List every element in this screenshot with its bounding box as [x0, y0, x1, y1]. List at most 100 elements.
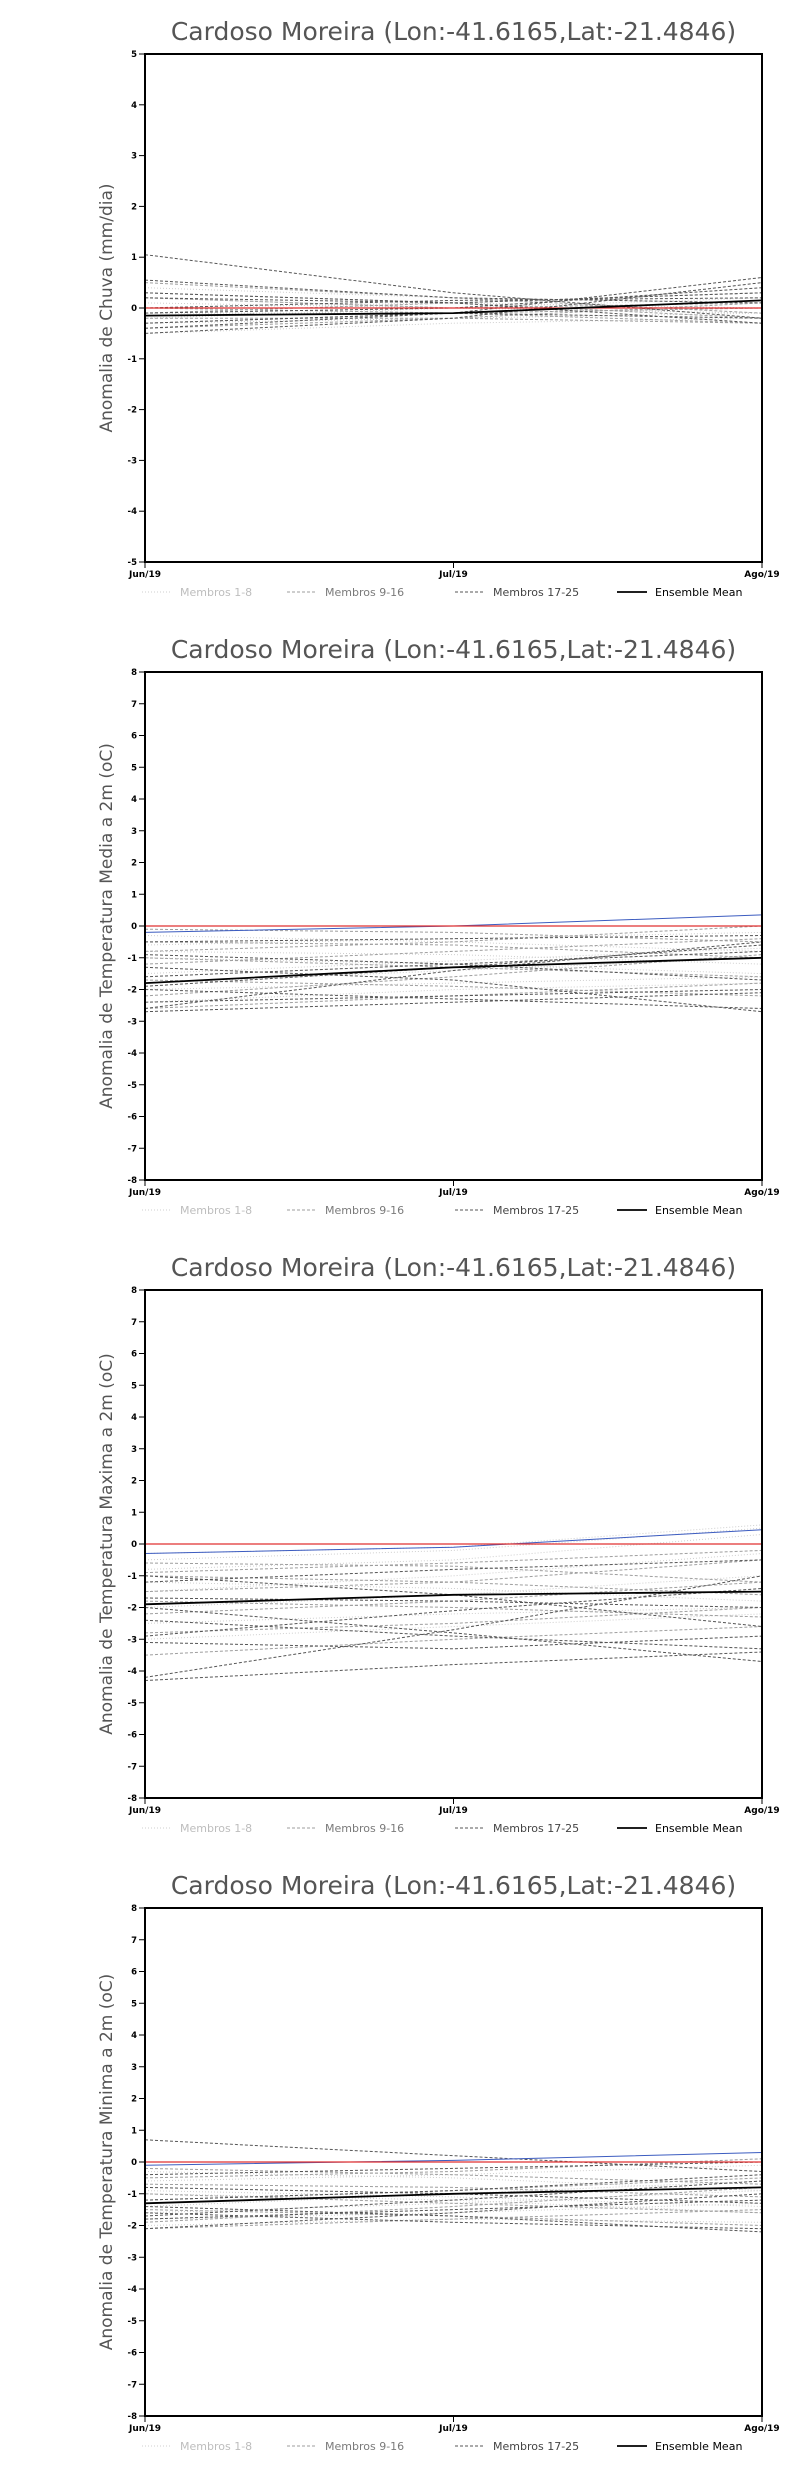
c3-member-line	[144, 2161, 763, 2176]
c3-y-tick-label: 2	[131, 2095, 137, 2105]
c1-member-line	[144, 982, 763, 1003]
c3-y-tick-label: -7	[128, 2380, 138, 2390]
c3-legend-label-2: Membros 9-16	[325, 2440, 404, 2453]
c3-member-line	[144, 2180, 763, 2217]
c0-member-line	[144, 292, 763, 304]
c2-y-tick-label: 3	[131, 1445, 137, 1455]
c2-member-line	[144, 1635, 763, 1650]
c3-x-tick-label: Ago/19	[744, 2424, 779, 2434]
c1-member-line	[144, 957, 763, 978]
c0-member-line	[145, 317, 763, 324]
c3-ensemble-mean-line	[144, 2186, 763, 2205]
c2-y-tick-label: 0	[131, 1540, 137, 1550]
c0-legend-label-1: Membros 1-8	[180, 586, 252, 599]
c0-ensemble-mean-line	[144, 299, 763, 317]
c1-member-line	[144, 935, 763, 943]
c1-y-tick-label: -8	[128, 1176, 138, 1186]
c0-y-tick-label: 4	[131, 101, 137, 111]
chart-panel-temp-minima: Cardoso Moreira (Lon:-41.6165,Lat:-21.48…	[0, 1854, 800, 2472]
c2-member-line	[144, 1527, 763, 1561]
c0-y-axis-label: Anomalia de Chuva (mm/dia)	[97, 183, 117, 432]
c0-member-line	[144, 297, 763, 309]
c2-y-tick-label: -2	[128, 1604, 138, 1614]
c3-legend-label-3: Membros 17-25	[493, 2440, 579, 2453]
c0-x-tick-label: Jul/19	[438, 570, 468, 580]
c2-y-axis-label: Anomalia de Temperatura Maxima a 2m (oC)	[97, 1353, 117, 1735]
c1-y-axis-label: Anomalia de Temperatura Media a 2m (oC)	[97, 743, 117, 1109]
c0-chart-title: Cardoso Moreira (Lon:-41.6165,Lat:-21.48…	[171, 17, 736, 46]
c1-member-line	[144, 992, 763, 1013]
c3-x-tick-label: Jun/19	[128, 2424, 161, 2434]
c2-x-tick-label: Ago/19	[744, 1806, 779, 1816]
c1-y-tick-label: -6	[128, 1113, 138, 1123]
c1-y-tick-label: 8	[131, 668, 137, 678]
chart-panel-temp-maxima: Cardoso Moreira (Lon:-41.6165,Lat:-21.48…	[0, 1236, 800, 1854]
c1-member-line	[144, 928, 763, 943]
c1-legend-label-4: Ensemble Mean	[655, 1204, 742, 1217]
c3-chart-title: Cardoso Moreira (Lon:-41.6165,Lat:-21.48…	[171, 1871, 736, 1900]
c3-member-line	[144, 2180, 763, 2207]
c1-member-line	[144, 966, 763, 1013]
c2-member-line	[144, 1607, 763, 1662]
c0-y-tick-label: -1	[128, 355, 138, 365]
c2-member-line	[144, 1575, 763, 1627]
c2-member-line	[144, 1562, 763, 1583]
c3-member-line	[144, 2139, 763, 2172]
c1-member-line	[144, 950, 763, 978]
c1-x-tick-label: Jul/19	[438, 1188, 468, 1198]
c0-member-line	[144, 312, 763, 324]
c3-member-line	[144, 2209, 763, 2230]
c1-y-tick-label: -2	[128, 986, 138, 996]
c2-member-line	[144, 1588, 763, 1637]
c1-member-line	[144, 941, 763, 959]
c1-member-line	[144, 938, 763, 965]
c1-y-tick-label: 1	[131, 890, 137, 900]
c1-y-tick-label: 5	[131, 763, 137, 773]
c2-member-line	[144, 1607, 763, 1624]
c2-plot-frame	[144, 1289, 763, 1799]
c1-member-line	[144, 976, 763, 990]
c3-x-tick-label: Jul/19	[438, 2424, 468, 2434]
c1-member-line	[144, 979, 763, 997]
c3-member-line	[144, 2193, 763, 2214]
c2-y-tick-label: 8	[131, 1286, 137, 1296]
c0-member-line	[145, 307, 763, 314]
c0-member-line	[144, 317, 763, 334]
c0-member-line	[144, 277, 763, 324]
c2-member-line	[144, 1534, 763, 1570]
c0-member-line	[144, 282, 763, 334]
c0-x-tick-label: Ago/19	[744, 570, 779, 580]
c0-y-tick-label: -4	[128, 507, 138, 517]
c2-member-line	[144, 1549, 763, 1574]
c3-member-line	[144, 2209, 763, 2226]
c1-member-line	[144, 989, 763, 1009]
c3-y-tick-label: 6	[131, 1968, 137, 1978]
chart-panel-chuva: Cardoso Moreira (Lon:-41.6165,Lat:-21.48…	[0, 0, 800, 618]
c1-y-tick-label: 3	[131, 827, 137, 837]
c1-legend-label-3: Membros 17-25	[493, 1204, 579, 1217]
c0-y-tick-label: 2	[131, 202, 137, 212]
c3-member-line	[144, 2171, 763, 2192]
c0-member-line	[144, 302, 763, 309]
c1-legend-label-1: Membros 1-8	[180, 1204, 252, 1217]
c3-member-line	[144, 2186, 763, 2204]
c1-x-tick-label: Jun/19	[128, 1188, 161, 1198]
c0-member-line	[144, 292, 763, 314]
c1-y-tick-label: -3	[128, 1017, 138, 1027]
c3-y-tick-label: -6	[128, 2349, 138, 2359]
chart-temp-maxima: Cardoso Moreira (Lon:-41.6165,Lat:-21.48…	[97, 1253, 780, 1835]
c3-y-tick-label: 3	[131, 2063, 137, 2073]
c0-y-tick-label: 5	[131, 50, 137, 60]
c0-y-tick-label: 0	[131, 304, 137, 314]
c3-legend-label-4: Ensemble Mean	[655, 2440, 742, 2453]
c1-member-line	[144, 947, 763, 975]
c1-y-tick-label: -4	[128, 1049, 138, 1059]
c0-member-line	[144, 312, 763, 329]
c0-y-tick-label: -3	[128, 456, 138, 466]
c3-y-tick-label: 7	[131, 1936, 137, 1946]
c2-y-tick-label: -8	[128, 1794, 138, 1804]
c2-member-line	[144, 1559, 763, 1583]
c0-x-tick-label: Jun/19	[128, 570, 161, 580]
c2-y-tick-label: 6	[131, 1350, 137, 1360]
chart-temp-minima: Cardoso Moreira (Lon:-41.6165,Lat:-21.48…	[97, 1871, 780, 2453]
